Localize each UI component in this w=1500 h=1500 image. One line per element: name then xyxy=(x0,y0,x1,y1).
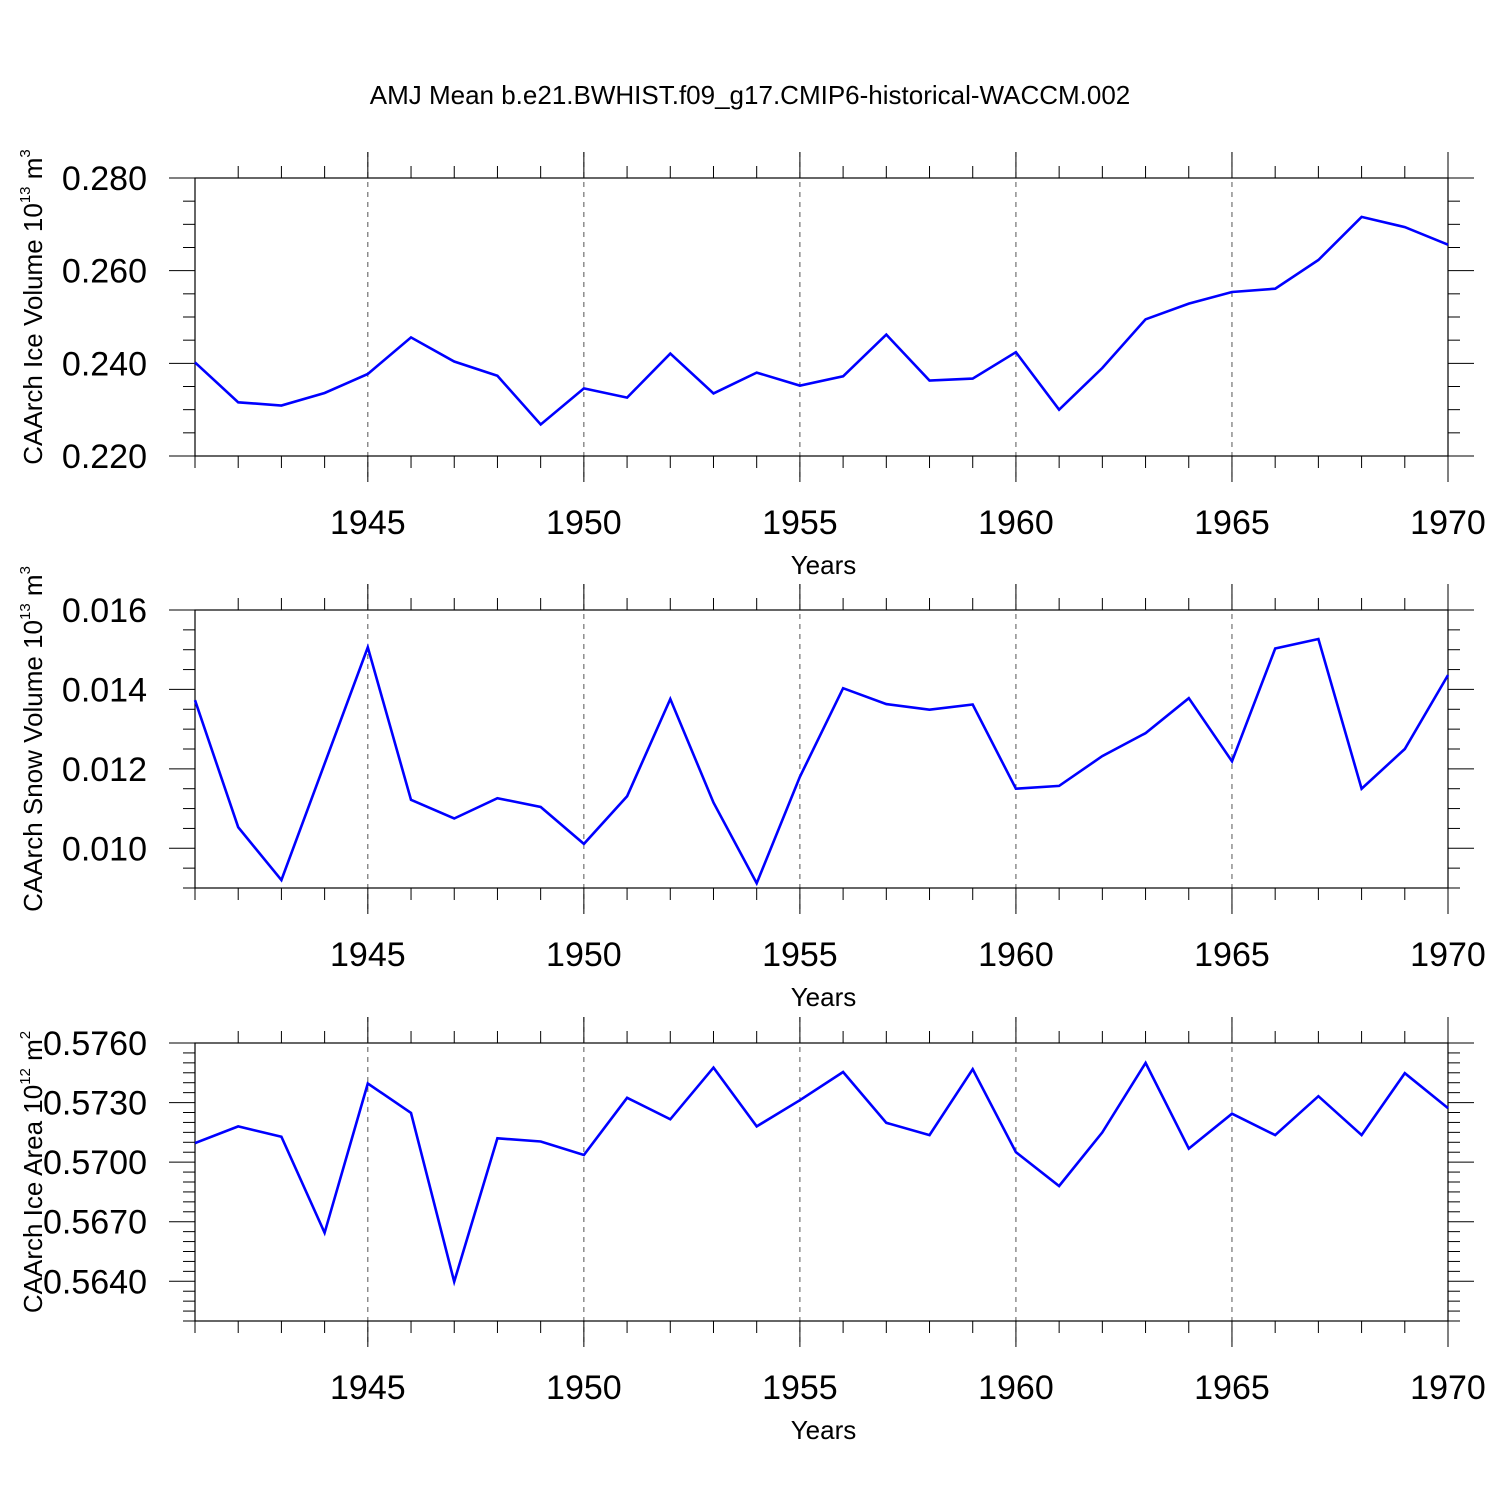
y-axis-label-unit: m xyxy=(18,158,48,187)
plot-frame xyxy=(194,177,1449,457)
plot-frame xyxy=(194,1042,1449,1322)
y-axis-label: CAArch Ice Area 1012 m2 xyxy=(17,1031,48,1313)
y-tick-label: 0.5670 xyxy=(43,1204,147,1242)
y-tick-label: 0.014 xyxy=(62,671,147,709)
x-tick-label: 1965 xyxy=(1194,1369,1270,1407)
y-axis-label-exponent: 13 xyxy=(17,186,34,203)
x-tick-label: 1945 xyxy=(330,936,406,974)
y-axis-label-unit-exponent: 3 xyxy=(17,149,34,157)
x-tick-label: 1970 xyxy=(1410,504,1486,542)
series-line xyxy=(194,215,1449,427)
x-tick-label: 1970 xyxy=(1410,1369,1486,1407)
series-line xyxy=(193,637,1450,887)
x-tick-label: 1965 xyxy=(1194,936,1270,974)
y-tick-label: 0.280 xyxy=(62,160,147,198)
x-tick-label: 1970 xyxy=(1410,936,1486,974)
y-tick-label: 0.5730 xyxy=(43,1085,147,1123)
x-tick-label: 1950 xyxy=(546,1369,622,1407)
y-axis-label: CAArch Ice Volume 1013 m3 xyxy=(17,149,48,465)
y-axis-label-text: CAArch Ice Volume 10 xyxy=(18,203,48,465)
y-tick-label: 0.220 xyxy=(62,438,147,476)
x-axis-label: Years xyxy=(791,982,857,1012)
x-tick-label: 1955 xyxy=(762,936,838,974)
y-tick-label: 0.010 xyxy=(62,830,147,868)
x-tick-label: 1945 xyxy=(330,504,406,542)
y-tick-label: 0.5760 xyxy=(43,1025,147,1063)
series-line xyxy=(194,1060,1449,1287)
y-axis-label-unit: m xyxy=(18,1039,48,1068)
y-tick-label: 0.260 xyxy=(62,253,147,291)
y-axis-label-unit-exponent: 2 xyxy=(17,1031,34,1039)
y-tick-label: 0.5700 xyxy=(43,1144,147,1182)
y-axis-label-unit: m xyxy=(18,574,48,603)
panel-ice-volume: 1945 1950 1955 1960 1965 1970 0.220 0.240 0.260 0… xyxy=(17,149,1486,580)
y-axis-label-exponent: 12 xyxy=(17,1068,34,1085)
x-tick-label: 1945 xyxy=(330,1369,406,1407)
y-axis-label: CAArch Snow Volume 1013 m3 xyxy=(17,566,48,912)
y-axis-label-unit-exponent: 3 xyxy=(17,566,34,574)
panel-snow-volume: 1945 1950 1955 1960 1965 1970 0.010 0.012 0.014 0… xyxy=(17,566,1486,1012)
chart-title: AMJ Mean b.e21.BWHIST.f09_g17.CMIP6-hist… xyxy=(370,80,1131,110)
x-tick-label: 1950 xyxy=(546,504,622,542)
plot-frame xyxy=(194,609,1449,889)
x-axis-label: Years xyxy=(791,1415,857,1445)
x-tick-label: 1960 xyxy=(978,1369,1054,1407)
x-tick-label: 1950 xyxy=(546,936,622,974)
x-tick-label: 1965 xyxy=(1194,504,1270,542)
y-tick-label: 0.012 xyxy=(62,751,147,789)
panel-ice-area: 1945 1950 1955 1960 1965 1970 0.5640 0.5670 0.57… xyxy=(17,1017,1486,1445)
y-axis-label-text: CAArch Snow Volume 10 xyxy=(18,620,48,912)
y-tick-label: 0.016 xyxy=(62,592,147,630)
y-tick-label: 0.5640 xyxy=(43,1263,147,1301)
y-axis-label-exponent: 13 xyxy=(17,603,34,620)
y-tick-label: 0.240 xyxy=(62,345,147,383)
x-tick-label: 1955 xyxy=(762,1369,838,1407)
x-tick-label: 1960 xyxy=(978,936,1054,974)
y-axis-label-text: CAArch Ice Area 10 xyxy=(18,1085,48,1313)
x-axis-label: Years xyxy=(791,550,857,580)
x-tick-label: 1955 xyxy=(762,504,838,542)
x-tick-label: 1960 xyxy=(978,504,1054,542)
